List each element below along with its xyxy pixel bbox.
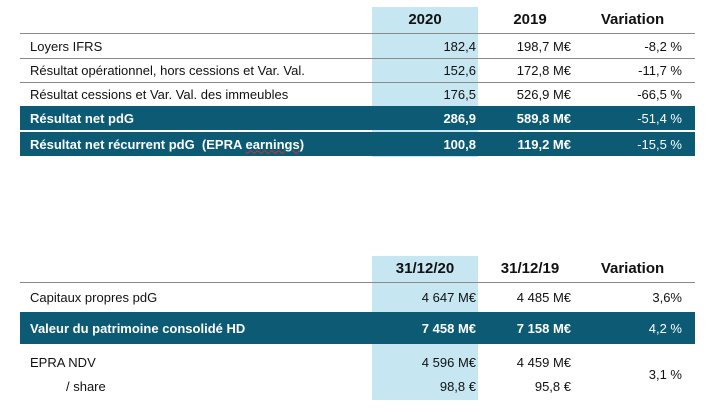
header-31-12-19: 31/12/19 <box>500 259 560 277</box>
value-2020: 152,6 <box>443 62 476 78</box>
value-2020: 98,8 € <box>439 378 476 394</box>
table-row-highlighted: Résultat net pdG 286,9 589,8 M€ -51,4 % <box>20 106 695 130</box>
table-row: Loyers IFRS 182,4 198,7 M€ -8,2 % <box>20 33 695 59</box>
balance-table-header: 31/12/20 31/12/19 Variation <box>20 256 695 280</box>
header-2020: 2020 <box>408 10 442 28</box>
value-2020: 182,4 <box>443 38 476 54</box>
table-row: Résultat opérationnel, hors cessions et … <box>20 58 695 83</box>
table-row: EPRA NDV 4 596 M€ 4 459 M€ <box>20 350 695 374</box>
row-label: Résultat opérationnel, hors cessions et … <box>30 62 305 78</box>
table-row: 3,1 % <box>20 362 695 386</box>
table-row: Capitaux propres pdG 4 647 M€ 4 485 M€ 3… <box>20 282 695 311</box>
value-variation: 3,6% <box>652 289 682 305</box>
value-2020: 176,5 <box>443 86 476 102</box>
value-2019: 172,8 M€ <box>516 62 571 78</box>
value-2019: 526,9 M€ <box>516 86 571 102</box>
table-row-highlighted: Résultat net récurrent pdG (EPRA earning… <box>20 132 695 156</box>
value-2019: 198,7 M€ <box>516 38 571 54</box>
row-label: EPRA NDV <box>30 354 96 370</box>
row-label: Valeur du patrimoine consolidé HD <box>30 320 246 336</box>
table-row: Résultat cessions et Var. Val. des immeu… <box>20 83 695 105</box>
value-2019: 7 158 M€ <box>516 320 571 336</box>
value-variation: -8,2 % <box>644 38 682 54</box>
spellcheck-underlined-word: earnings <box>245 136 300 152</box>
results-table: 2020 2019 Variation Loyers IFRS 182,4 19… <box>20 7 695 157</box>
row-label: Résultat net pdG <box>30 110 135 126</box>
row-label: Résultat net récurrent pdG (EPRA earning… <box>30 132 304 156</box>
value-2020: 7 458 M€ <box>421 320 476 336</box>
row-label-main: Résultat net récurrent pdG (EPRA <box>30 136 246 152</box>
row-label: Loyers IFRS <box>30 38 103 54</box>
table-row: / share 98,8 € 95,8 € <box>20 374 695 398</box>
row-label-end: ) <box>299 136 305 152</box>
value-variation: 3,1 % <box>648 366 682 382</box>
value-2020: 286,9 <box>443 110 476 126</box>
value-2020: 100,8 <box>443 136 476 152</box>
value-variation: 4,2 % <box>648 320 682 336</box>
header-31-12-20: 31/12/20 <box>395 259 455 277</box>
results-table-header: 2020 2019 Variation <box>20 7 695 31</box>
value-2019: 95,8 € <box>534 378 571 394</box>
row-label: / share <box>66 378 106 394</box>
value-2020: 4 647 M€ <box>421 289 476 305</box>
row-label: Résultat cessions et Var. Val. des immeu… <box>30 86 289 102</box>
value-variation: -51,4 % <box>637 110 682 126</box>
row-label: Capitaux propres pdG <box>30 289 158 305</box>
value-variation: -15,5 % <box>637 136 682 152</box>
value-variation: -11,7 % <box>638 62 682 78</box>
value-2020: 4 596 M€ <box>421 354 476 370</box>
value-2019: 4 485 M€ <box>516 289 571 305</box>
table-row-highlighted: Valeur du patrimoine consolidé HD 7 458 … <box>20 312 695 344</box>
value-2019: 119,2 M€ <box>517 136 572 152</box>
value-variation: -66,5 % <box>637 86 682 102</box>
header-variation: Variation <box>600 259 665 277</box>
value-2019: 4 459 M€ <box>516 354 571 370</box>
header-2019: 2019 <box>513 10 547 28</box>
header-variation: Variation <box>600 10 665 28</box>
value-2019: 589,8 M€ <box>516 110 571 126</box>
balance-table: 31/12/20 31/12/19 Variation Capitaux pro… <box>20 256 695 400</box>
